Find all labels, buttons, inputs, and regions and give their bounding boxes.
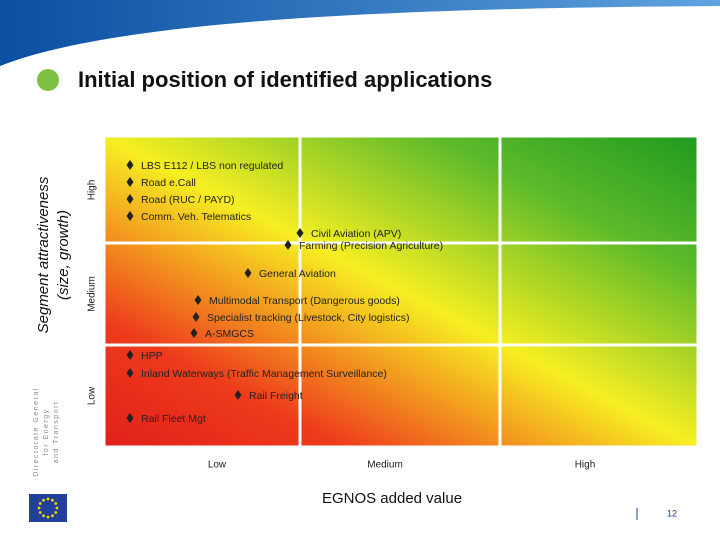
application: Comm. Veh. Telematics bbox=[141, 211, 251, 223]
y-axis-title: (size, growth) bbox=[55, 210, 72, 300]
slide-title: Initial position of identified applicati… bbox=[78, 67, 492, 92]
application: Inland Waterways (Traffic Management Sur… bbox=[141, 368, 387, 380]
bullet-diamond bbox=[194, 295, 202, 305]
x-label: High bbox=[575, 460, 596, 471]
application: Road (RUC / PAYD) bbox=[141, 194, 235, 206]
flag-star bbox=[54, 502, 58, 505]
bullet-diamond bbox=[234, 390, 242, 400]
flag-star bbox=[46, 497, 50, 501]
application: Rail Freight bbox=[249, 390, 303, 402]
application: Civil Aviation (APV) bbox=[311, 228, 401, 240]
flag-star bbox=[42, 514, 45, 518]
flag-star bbox=[55, 506, 59, 510]
flag-star bbox=[46, 515, 50, 519]
header-band bbox=[0, 0, 720, 66]
page-number: 12 bbox=[667, 508, 677, 518]
logo-text: Directorate General bbox=[33, 387, 40, 477]
bullet-diamond bbox=[126, 350, 134, 360]
bullet-diamond bbox=[244, 268, 252, 278]
flag-star bbox=[51, 498, 54, 502]
bullet-diamond bbox=[126, 194, 134, 204]
flag-star bbox=[38, 511, 42, 514]
application: HPP bbox=[141, 350, 163, 362]
flag-star bbox=[37, 506, 41, 510]
x-label: Low bbox=[208, 460, 227, 471]
y-label: Low bbox=[87, 386, 98, 405]
bullet-diamond bbox=[126, 160, 134, 170]
flag-star bbox=[54, 511, 58, 514]
flag-star bbox=[42, 498, 45, 502]
eu-flag bbox=[29, 494, 67, 522]
bullet-diamond bbox=[192, 312, 200, 322]
application: Multimodal Transport (Dangerous goods) bbox=[209, 295, 400, 307]
application: Farming (Precision Agriculture) bbox=[299, 240, 443, 252]
bullet-diamond bbox=[126, 177, 134, 187]
logo-text: for Energy bbox=[43, 408, 50, 455]
title-bullet bbox=[37, 69, 59, 91]
matrix-grid bbox=[102, 134, 700, 449]
matrix bbox=[104, 136, 698, 447]
application: A-SMGCS bbox=[205, 328, 254, 340]
bullet-diamond bbox=[126, 368, 134, 378]
x-label: Medium bbox=[367, 460, 403, 471]
application: General Aviation bbox=[259, 268, 336, 280]
bullet-diamond bbox=[126, 211, 134, 221]
flag-star bbox=[38, 502, 42, 505]
y-label: High bbox=[87, 180, 98, 201]
bullet-diamond bbox=[190, 328, 198, 338]
application: Road e.Call bbox=[141, 177, 196, 189]
x-axis-title: EGNOS added value bbox=[322, 490, 462, 507]
application: LBS E112 / LBS non regulated bbox=[141, 160, 283, 172]
bullet-diamond bbox=[284, 240, 292, 250]
logo-text: and Transport bbox=[53, 401, 60, 464]
flag-star bbox=[51, 514, 54, 518]
bullet-diamond bbox=[296, 228, 304, 238]
y-axis-title: Segment attractiveness bbox=[35, 176, 52, 333]
y-label: Medium bbox=[87, 276, 98, 312]
application: Rail Fleet Mgt bbox=[141, 413, 206, 425]
bullet-diamond bbox=[126, 413, 134, 423]
application: Specialist tracking (Livestock, City log… bbox=[207, 312, 409, 324]
